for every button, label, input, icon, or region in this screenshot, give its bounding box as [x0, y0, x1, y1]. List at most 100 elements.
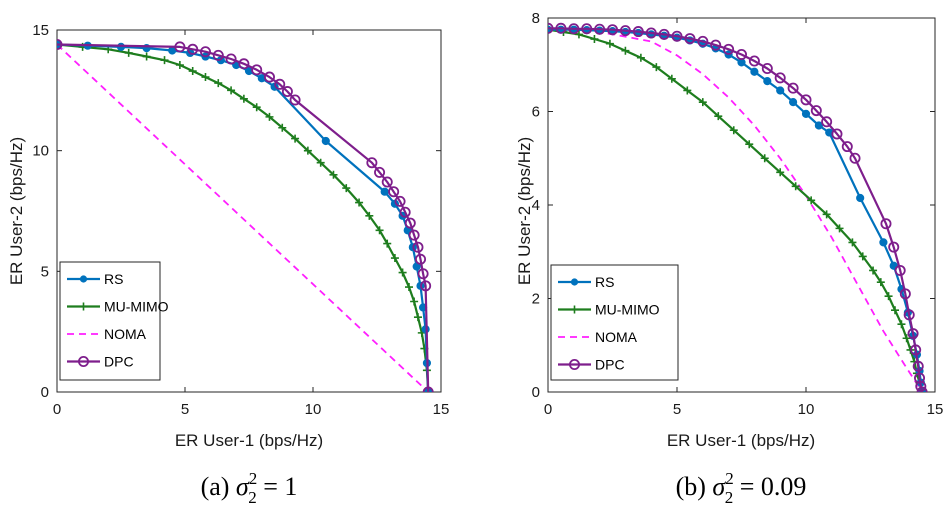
plot-area: [57, 38, 434, 392]
data-point-mu-mimo: [891, 306, 900, 315]
data-point-dpc: [912, 360, 924, 372]
x-tick-label: 10: [305, 401, 322, 418]
data-point-mu-mimo: [636, 53, 645, 62]
data-point-mu-mimo: [884, 292, 893, 301]
y-axis-label: ER User-2 (bps/Hz): [7, 137, 26, 285]
data-point-mu-mimo: [239, 94, 248, 103]
data-point-mu-mimo: [869, 266, 878, 275]
series-line-dpc: [548, 27, 924, 392]
data-point-dpc: [910, 344, 922, 356]
data-point-mu-mimo: [714, 112, 723, 121]
data-point-mu-mimo: [227, 86, 236, 95]
legend: RS MU-MIMO NOMA DPC: [550, 264, 679, 381]
data-point-dpc: [581, 23, 593, 35]
data-point-mu-mimo: [574, 30, 583, 39]
data-point-mu-mimo: [124, 48, 133, 57]
data-point-dpc: [684, 33, 696, 45]
data-point-mu-mimo: [902, 334, 911, 343]
data-point-dpc: [736, 48, 748, 60]
data-point-dpc: [594, 23, 606, 35]
data-point-mu-mimo: [390, 254, 399, 263]
x-axis-label: ER User-1 (bps/Hz): [667, 431, 815, 450]
y-tick-label: 5: [41, 263, 49, 280]
data-point-dpc: [417, 268, 429, 280]
data-point-dpc: [422, 386, 434, 392]
data-point-dpc: [831, 128, 843, 140]
data-point-mu-mimo: [776, 168, 785, 177]
data-point-dpc: [810, 105, 822, 117]
data-point-mu-mimo: [375, 226, 384, 235]
legend-box: [59, 261, 161, 381]
data-point-dpc: [916, 386, 928, 392]
data-point-dpc: [415, 253, 427, 265]
x-tick-label: 0: [53, 401, 61, 418]
legend-marker-mu-mimo: [79, 302, 88, 311]
data-point-mu-mimo: [201, 73, 210, 82]
data-point-dpc: [800, 94, 812, 106]
legend-marker-rs: [79, 275, 88, 283]
data-point-dpc: [399, 206, 411, 218]
x-tick-label: 15: [927, 401, 944, 418]
data-point-dpc: [212, 49, 224, 61]
data-point-dpc: [888, 241, 900, 253]
legend-label-noma: NOMA: [104, 326, 147, 342]
data-point-mu-mimo: [698, 98, 707, 107]
data-point-dpc: [388, 186, 400, 198]
data-point-mu-mimo: [590, 35, 599, 44]
data-point-mu-mimo: [652, 63, 661, 72]
data-point-dpc: [645, 27, 657, 39]
y-tick-label: 0: [532, 384, 540, 401]
data-point-rs: [380, 187, 389, 196]
data-point-mu-mimo: [291, 134, 300, 143]
x-tick-label: 5: [181, 401, 189, 418]
data-point-dpc: [658, 28, 670, 40]
legend-marker-rs: [570, 278, 579, 286]
data-point-dpc: [774, 72, 786, 84]
data-point-dpc: [723, 43, 735, 55]
data-point-mu-mimo: [745, 140, 754, 149]
data-point-dpc: [404, 217, 416, 229]
data-point-dpc: [420, 280, 432, 292]
x-axis-label: ER User-1 (bps/Hz): [175, 431, 323, 450]
legend-label-mu-mimo: MU-MIMO: [595, 302, 660, 318]
subfigure-caption: (a) σ2 2 = 1: [201, 469, 298, 507]
data-point-mu-mimo: [667, 74, 676, 83]
data-point-dpc: [548, 22, 554, 34]
data-point-rs: [814, 121, 824, 130]
data-point-dpc: [274, 78, 286, 90]
legend-marker-dpc: [78, 355, 90, 367]
data-point-mu-mimo: [214, 79, 223, 88]
data-point-dpc: [251, 64, 263, 76]
data-point-mu-mimo: [413, 313, 422, 322]
x-tick-label: 15: [433, 401, 450, 418]
data-point-mu-mimo: [188, 67, 197, 76]
y-tick-label: 4: [532, 197, 540, 214]
data-point-mu-mimo: [383, 239, 392, 248]
data-point-mu-mimo: [858, 252, 867, 261]
data-point-dpc: [632, 26, 644, 38]
data-point-mu-mimo: [835, 224, 844, 233]
data-point-dpc: [880, 218, 892, 230]
data-point-dpc: [225, 53, 237, 65]
data-point-mu-mimo: [405, 283, 413, 292]
chart-panel-a: 0 5 10 15 0 5 10 15 ER User-1 (bps/Hz) ER User-2 …: [7, 22, 449, 507]
data-point-mu-mimo: [822, 210, 831, 219]
data-point-mu-mimo: [142, 52, 151, 61]
x-tick-label: 10: [798, 401, 815, 418]
data-point-dpc: [907, 328, 919, 340]
data-point-dpc: [821, 116, 833, 128]
data-point-mu-mimo: [160, 56, 169, 65]
data-point-mu-mimo: [848, 238, 857, 247]
data-point-dpc: [710, 39, 722, 51]
data-point-dpc: [412, 241, 424, 253]
data-point-dpc: [671, 30, 683, 42]
data-point-dpc: [607, 24, 619, 36]
series-line-noma: [548, 28, 923, 392]
data-point-mu-mimo: [316, 158, 325, 167]
data-point-mu-mimo: [791, 182, 800, 191]
data-point-mu-mimo: [683, 86, 692, 95]
y-tick-label: 10: [32, 143, 49, 160]
data-point-dpc: [697, 35, 709, 47]
y-tick-label: 6: [532, 104, 540, 121]
chart-panel-b: 0 5 10 15 0 2 4 6 8 ER User-1 (bps/Hz) ER User-2 (…: [515, 10, 943, 507]
